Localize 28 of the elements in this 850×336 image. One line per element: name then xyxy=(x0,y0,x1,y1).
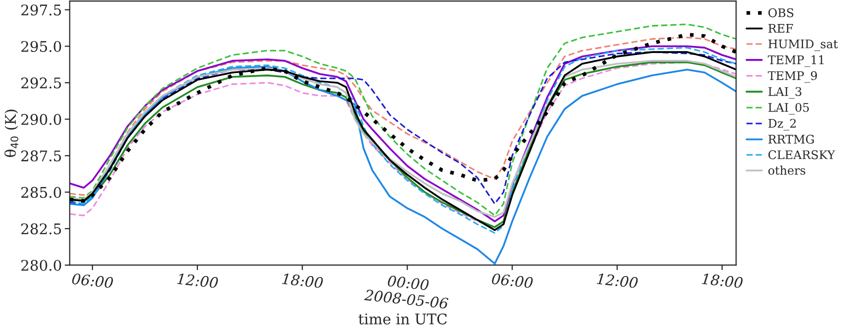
legend-label: LAI_3 xyxy=(768,87,802,99)
x-tick-label: 18:00 xyxy=(282,273,324,288)
x-tick-label: 12:00 xyxy=(596,273,638,288)
x-tick-label: 12:00 xyxy=(177,273,218,288)
x-tick-label: 18:00 xyxy=(702,273,743,288)
legend-label: LAI_05 xyxy=(768,102,809,115)
x-axis-title: time in UTC xyxy=(358,313,447,324)
y-tick-label: 285.0 xyxy=(21,186,62,198)
legend-label: REF xyxy=(768,24,793,33)
legend-label: TEMP_9 xyxy=(768,71,817,83)
y-tick-label: 295.0 xyxy=(21,40,62,52)
y-tick-label: 280.0 xyxy=(21,260,62,271)
y-tick-label: 297.5 xyxy=(21,4,61,16)
y-axis-title: θ$_{40}$ (K) xyxy=(4,110,18,157)
legend-label: RRTMG xyxy=(768,134,814,144)
legend-label: TEMP_11 xyxy=(768,55,824,67)
legend-label: OBS xyxy=(768,8,794,18)
y-tick-label: 290.0 xyxy=(21,114,62,125)
x-tick-label: 06:00 xyxy=(72,273,114,288)
legend-label: HUMID_sat xyxy=(768,40,838,51)
y-tick-label: 287.5 xyxy=(21,150,61,162)
legend-label: Dz_2 xyxy=(768,118,796,130)
x-tick-label: 00:00 2008-05-06 xyxy=(364,275,448,309)
legend-label: CLEARSKY xyxy=(768,150,836,160)
legend-label: others xyxy=(768,166,806,175)
x-tick-label: 06:00 xyxy=(492,273,534,288)
y-tick-label: 292.5 xyxy=(21,77,61,88)
y-tick-label: 282.5 xyxy=(21,223,61,234)
